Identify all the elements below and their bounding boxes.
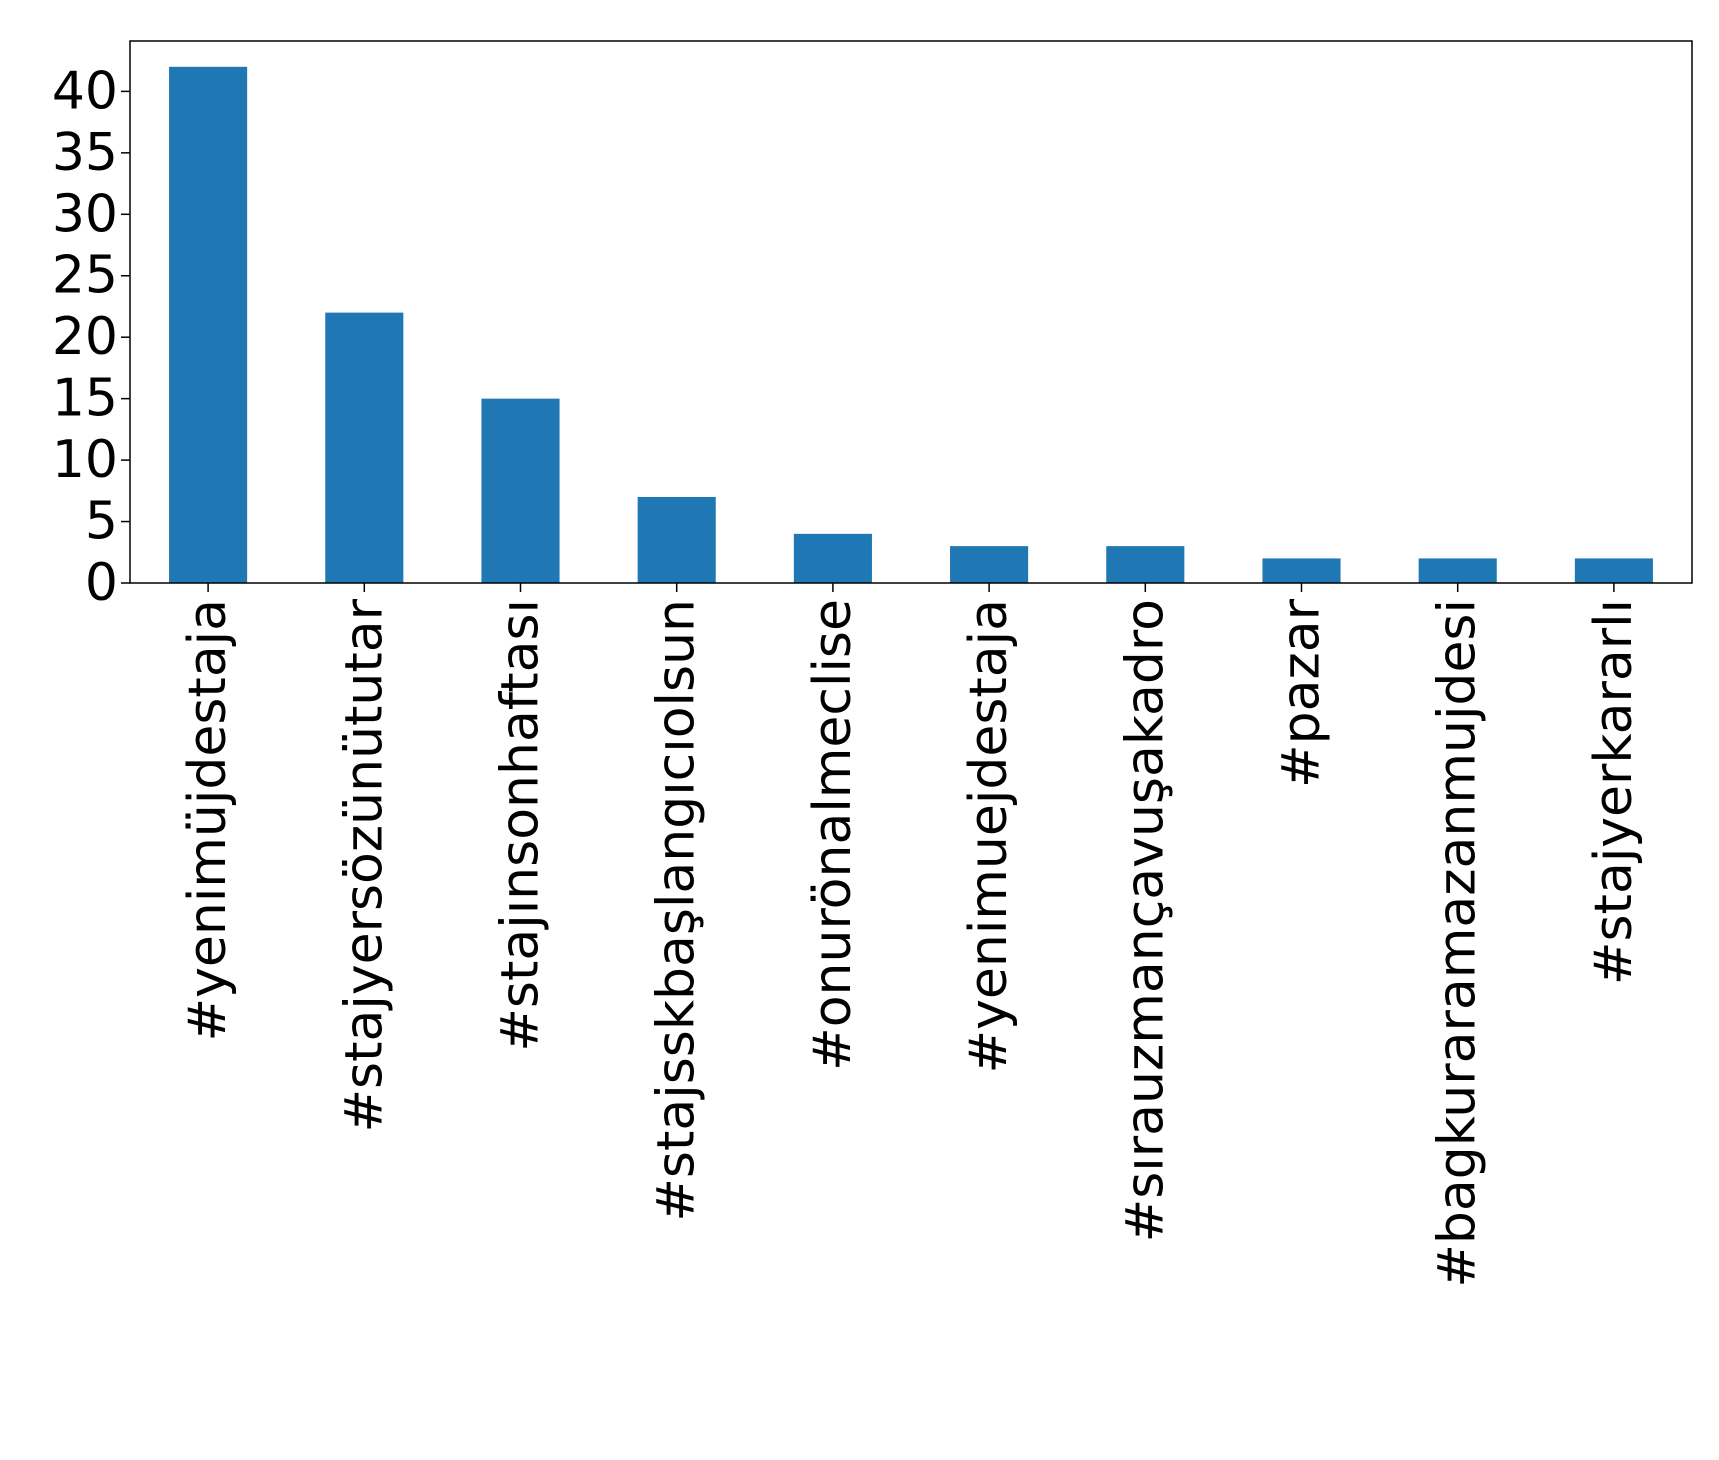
y-tick-label-1: 5 [85,492,118,552]
y-tick-label-8: 40 [52,61,118,121]
y-tick-label-5: 25 [52,246,118,306]
bar-9 [1574,558,1653,583]
bar-3 [637,496,716,583]
x-tick-label-9: #stajyerkararlı [1584,599,1644,985]
bar-8 [1418,558,1497,583]
plot-frame [129,40,1693,584]
y-tick-label-4: 20 [52,307,118,367]
y-tick-label-7: 35 [52,123,118,183]
x-tick-label-5: #yenimuejdestaja [959,599,1019,1073]
y-tick-label-6: 30 [52,184,118,244]
y-tick-label-2: 10 [52,430,118,490]
bar-4 [793,533,872,583]
x-tick-label-4: #onurönalmeclise [803,599,863,1071]
y-tick-label-3: 15 [52,369,118,429]
bar-0 [169,66,248,584]
x-tick-label-8: #bagkuraramazanmujdesi [1428,599,1488,1288]
bar-5 [950,546,1029,583]
x-tick-label-2: #stajınsonhaftası [491,599,551,1052]
x-tick-label-7: #pazar [1272,598,1332,788]
x-tick-label-0: #yenimüjdestaja [178,599,238,1041]
x-tick-label-6: #sırauzmançavuşakadro [1115,599,1175,1242]
bar-2 [481,398,560,583]
x-axis-ticks: #yenimüjdestaja #stajyersözünütutar #stajı… [178,583,1644,1288]
bar-1 [325,312,404,583]
y-tick-label-0: 0 [85,553,118,613]
bar-6 [1106,546,1185,583]
x-tick-label-1: #stajyersözünütutar [334,598,394,1132]
x-tick-label-3: #stajsskbaşlangıcıolsun [647,599,707,1222]
bars-group [169,66,1653,584]
bar-7 [1262,558,1341,583]
